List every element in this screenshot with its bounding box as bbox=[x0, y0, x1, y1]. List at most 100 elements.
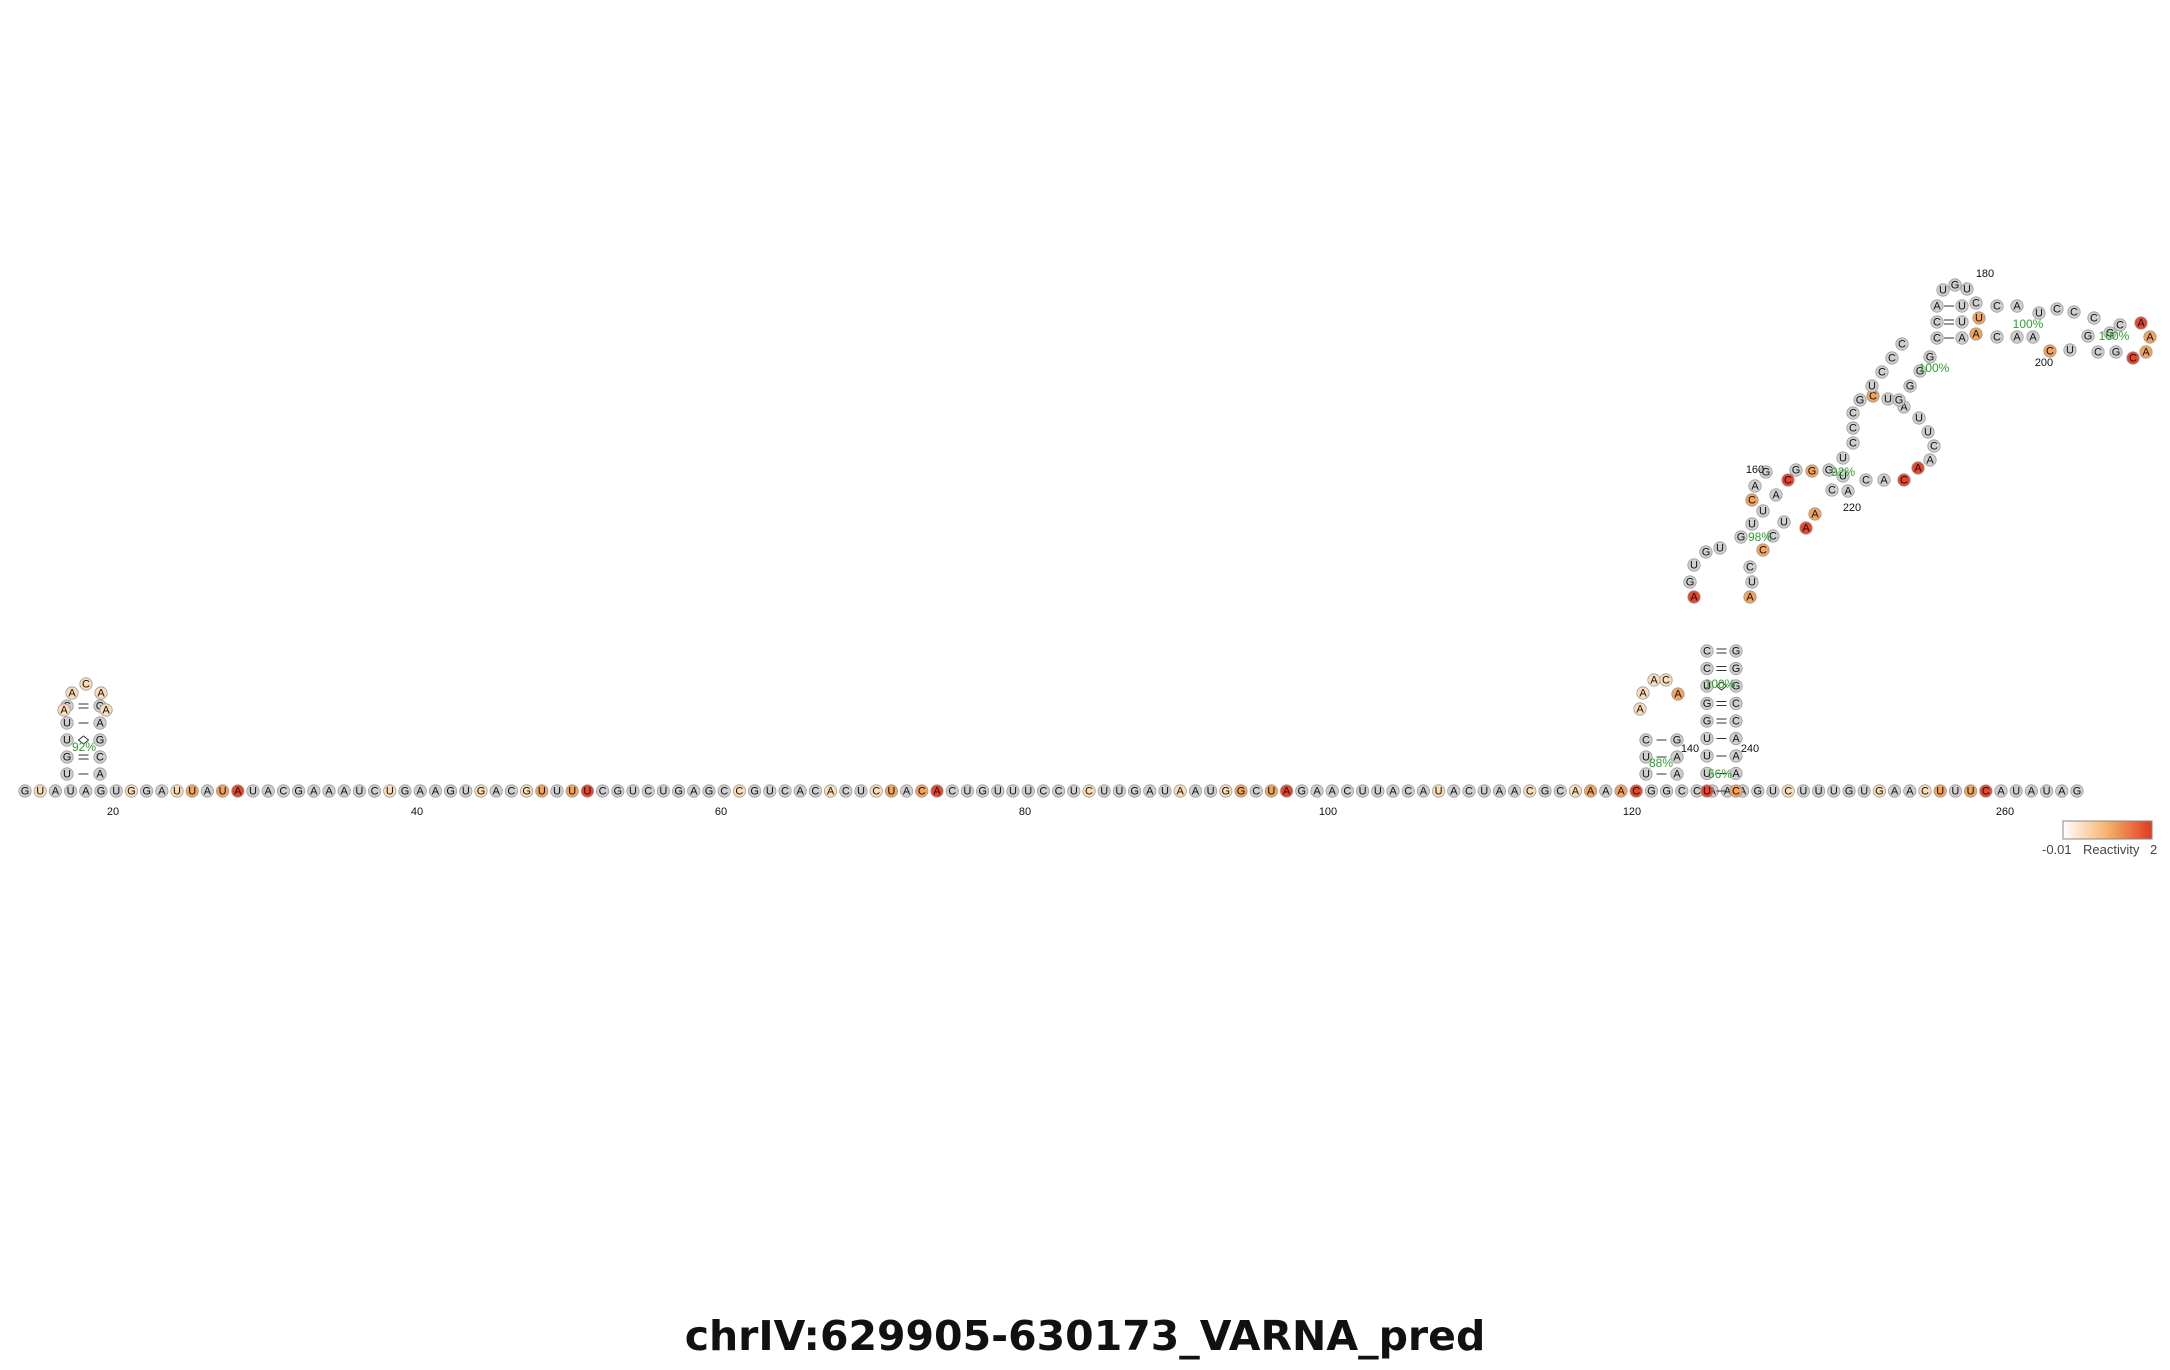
nucleotide: U bbox=[60, 767, 74, 781]
nucleotide-circle bbox=[1960, 282, 1974, 296]
nucleotide-circle bbox=[1462, 784, 1476, 798]
nucleotide: C bbox=[1927, 439, 1941, 453]
nucleotide-circle bbox=[1734, 530, 1748, 544]
nucleotide: C bbox=[1781, 473, 1795, 487]
nucleotide: C bbox=[945, 784, 959, 798]
pair-probability: 92% bbox=[1831, 465, 1855, 479]
nucleotide: A bbox=[1584, 784, 1598, 798]
nucleotide-letter: G bbox=[1732, 663, 1741, 675]
nucleotide-letter: U bbox=[1815, 786, 1823, 798]
nucleotide-circle bbox=[1955, 331, 1969, 345]
nucleotide-letter: A bbox=[97, 688, 105, 700]
nucleotide-circle bbox=[1990, 299, 2004, 313]
nucleotide: G bbox=[1872, 784, 1887, 798]
nucleotide: C bbox=[2043, 344, 2057, 358]
nucleotide: C bbox=[1700, 661, 1714, 676]
nucleotide-circle bbox=[109, 784, 123, 798]
nucleotide: U bbox=[246, 784, 260, 798]
nucleotide: U bbox=[1756, 504, 1770, 518]
nucleotide-circle bbox=[1082, 784, 1096, 798]
nucleotide: U bbox=[960, 784, 975, 798]
nucleotide: A bbox=[2024, 784, 2039, 798]
nucleotide-circle bbox=[170, 784, 184, 798]
nucleotide-letter: U bbox=[1830, 786, 1838, 798]
nucleotide-letter: A bbox=[797, 786, 805, 798]
nucleotide-circle bbox=[1796, 784, 1811, 798]
nucleotide-letter: A bbox=[1673, 769, 1681, 781]
nucleotide: A bbox=[322, 784, 336, 798]
nucleotide-circle bbox=[595, 784, 610, 798]
nucleotide: U bbox=[1796, 784, 1811, 798]
nucleotide: U bbox=[1836, 451, 1850, 465]
nucleotide: A bbox=[48, 784, 63, 798]
nucleotide-circle bbox=[1745, 493, 1759, 507]
nucleotide-circle bbox=[1743, 590, 1757, 604]
nucleotide-letter: U bbox=[1070, 786, 1078, 798]
nucleotide-circle bbox=[155, 784, 169, 798]
nucleotide-letter: G bbox=[1237, 786, 1246, 798]
nucleotide-circle bbox=[1173, 784, 1187, 798]
nucleotide-letter: A bbox=[1329, 786, 1337, 798]
nucleotide: A bbox=[307, 784, 321, 798]
nucleotide-circle bbox=[2113, 318, 2127, 332]
nucleotide-circle bbox=[1822, 463, 1836, 477]
nucleotide: A bbox=[1416, 784, 1431, 798]
nucleotide-letter: C bbox=[1921, 786, 1929, 798]
nucleotide-letter: A bbox=[2013, 301, 2021, 313]
nucleotide: U bbox=[1687, 558, 1701, 572]
nucleotide-letter: A bbox=[1739, 786, 1747, 798]
nucleotide-letter: G bbox=[1702, 547, 1711, 559]
nucleotide-circle bbox=[2050, 302, 2064, 316]
nucleotide-letter: U bbox=[249, 786, 257, 798]
nucleotide-letter: U bbox=[629, 786, 637, 798]
nucleotide: A bbox=[1188, 784, 1203, 798]
nucleotide-circle bbox=[60, 750, 74, 764]
nucleotide: C bbox=[1781, 784, 1795, 798]
pair-probability: 100% bbox=[1919, 361, 1950, 375]
nucleotide: U bbox=[1700, 749, 1714, 763]
nucleotide-letter: U bbox=[1024, 786, 1032, 798]
nucleotide-circle bbox=[60, 733, 74, 747]
nucleotide-letter: C bbox=[1982, 786, 1990, 798]
pair-probability: 100% bbox=[2013, 317, 2044, 331]
nucleotide: U bbox=[1356, 784, 1370, 798]
nucleotide-circle bbox=[1636, 686, 1650, 700]
nucleotide-circle bbox=[1633, 702, 1647, 716]
nucleotide: U bbox=[1972, 311, 1986, 325]
nucleotide-circle bbox=[1930, 331, 1944, 345]
nucleotide: U bbox=[1700, 784, 1714, 798]
nucleotide: A bbox=[99, 703, 113, 717]
nucleotide-letter: U bbox=[188, 786, 196, 798]
nucleotide-circle bbox=[1923, 453, 1937, 467]
nucleotide: G bbox=[1219, 784, 1233, 798]
nucleotide-circle bbox=[945, 784, 959, 798]
nucleotide-circle bbox=[854, 784, 868, 798]
nucleotide: C bbox=[1990, 299, 2004, 313]
nucleotide-letter: G bbox=[127, 786, 136, 798]
nucleotide-letter: C bbox=[1039, 786, 1047, 798]
nucleotide-circle bbox=[428, 784, 442, 798]
nucleotide-circle bbox=[1936, 283, 1950, 297]
nucleotide-letter: G bbox=[97, 786, 106, 798]
nucleotide: U bbox=[656, 784, 671, 798]
nucleotide: A bbox=[1599, 784, 1613, 798]
nucleotide-circle bbox=[2081, 329, 2095, 343]
nucleotide-letter: U bbox=[63, 735, 71, 747]
nucleotide-letter: C bbox=[1404, 786, 1412, 798]
nucleotide-circle bbox=[93, 716, 107, 730]
nucleotide: C bbox=[1729, 696, 1743, 711]
nucleotide-circle bbox=[1006, 784, 1020, 798]
nucleotide: C bbox=[504, 784, 518, 798]
nucleotide: A bbox=[1769, 488, 1783, 502]
nucleotide: U bbox=[1021, 784, 1035, 798]
nucleotide-letter: A bbox=[1420, 786, 1428, 798]
nucleotide-circle bbox=[1128, 784, 1142, 798]
nucleotide: U bbox=[185, 784, 199, 798]
nucleotide-letter: C bbox=[811, 786, 819, 798]
nucleotide-letter: U bbox=[1868, 381, 1876, 393]
nucleotide: G bbox=[1805, 464, 1819, 478]
nucleotide-letter: A bbox=[96, 718, 104, 730]
nucleotide-letter: C bbox=[1678, 786, 1686, 798]
nucleotide-circle bbox=[79, 784, 93, 798]
nucleotide-circle bbox=[307, 784, 321, 798]
